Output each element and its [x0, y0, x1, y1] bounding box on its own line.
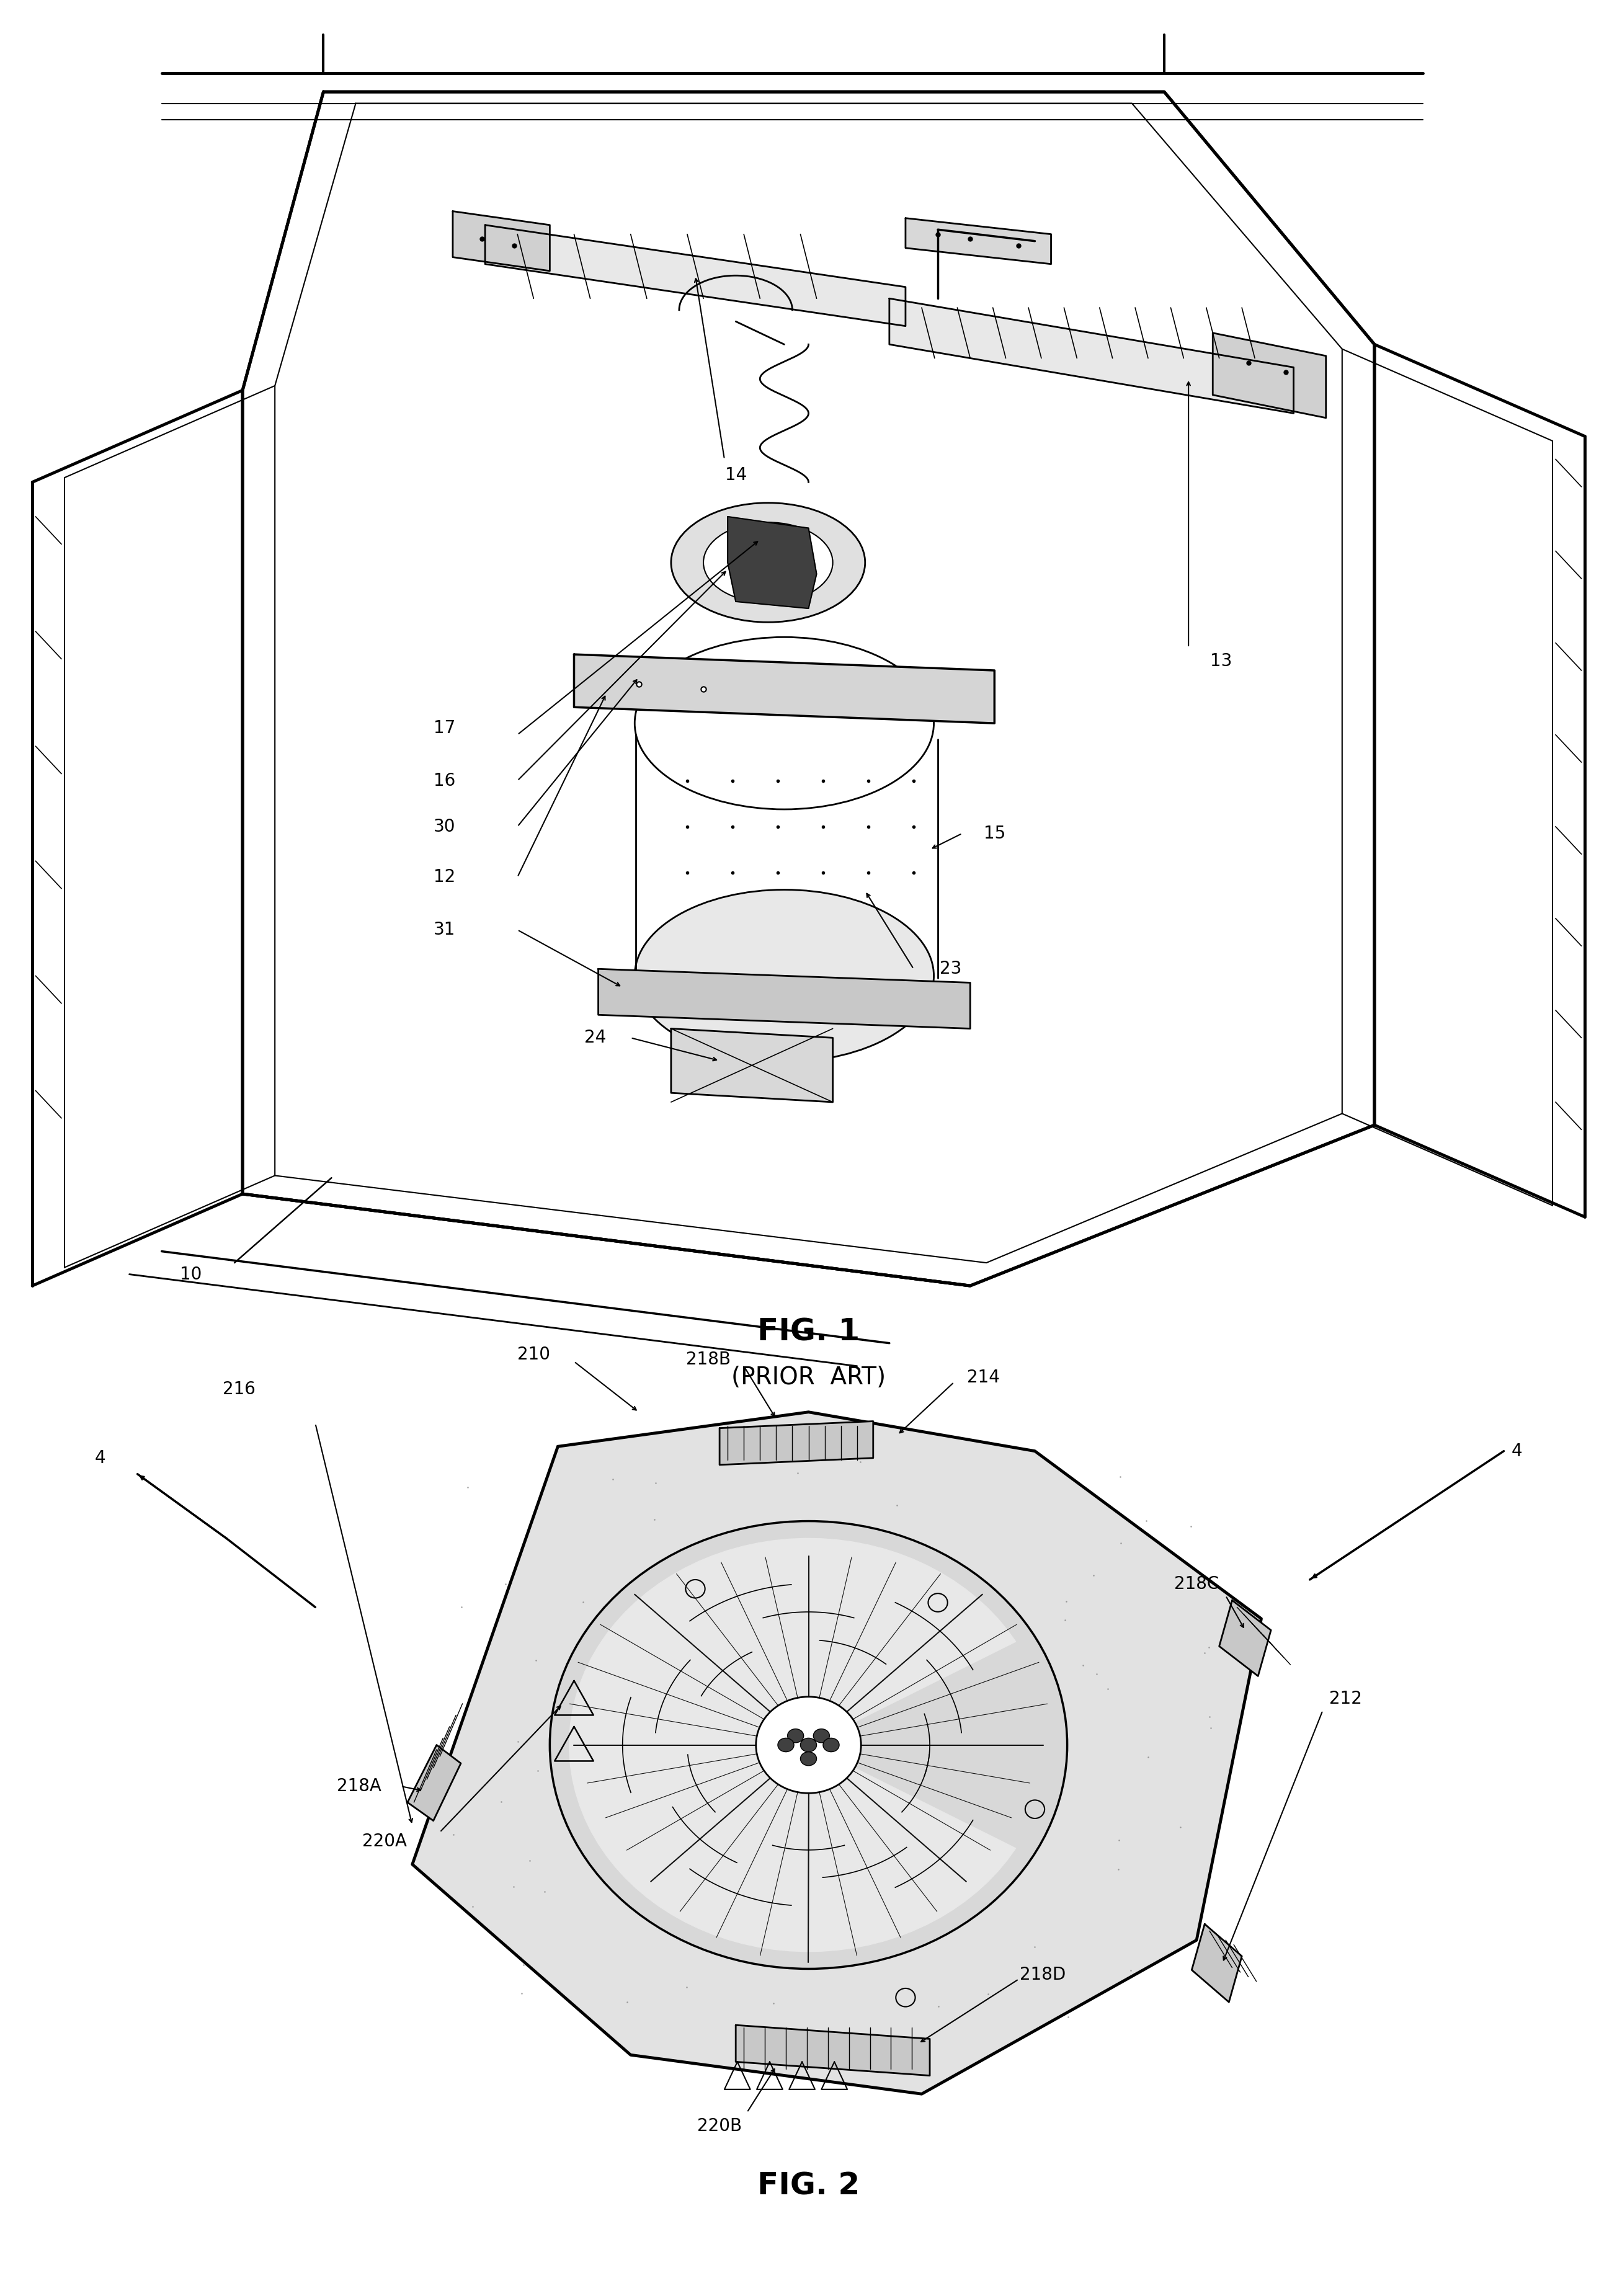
Text: 4: 4 — [1512, 1442, 1522, 1460]
Polygon shape — [906, 218, 1051, 264]
Ellipse shape — [813, 1729, 830, 1743]
Text: 218A: 218A — [336, 1777, 382, 1795]
Ellipse shape — [823, 1738, 839, 1752]
Ellipse shape — [787, 1729, 804, 1743]
Ellipse shape — [671, 503, 865, 622]
Text: 218D: 218D — [1020, 1965, 1066, 1984]
Text: 13: 13 — [1210, 652, 1232, 670]
Text: 216: 216 — [223, 1380, 255, 1398]
Text: 210: 210 — [517, 1345, 550, 1364]
Text: 23: 23 — [939, 960, 962, 978]
Polygon shape — [574, 654, 994, 723]
Text: 220B: 220B — [697, 2117, 742, 2135]
Polygon shape — [412, 1412, 1261, 2094]
Polygon shape — [569, 1538, 1015, 1952]
Text: 10: 10 — [179, 1265, 202, 1283]
Polygon shape — [889, 298, 1294, 413]
Polygon shape — [598, 969, 970, 1029]
Ellipse shape — [550, 1522, 1067, 1970]
Polygon shape — [407, 1745, 461, 1821]
Ellipse shape — [634, 638, 935, 810]
Polygon shape — [1219, 1600, 1271, 1676]
Ellipse shape — [634, 891, 935, 1061]
Polygon shape — [720, 1421, 873, 1465]
Text: 14: 14 — [724, 466, 747, 484]
Text: 17: 17 — [433, 719, 456, 737]
Text: 218C: 218C — [1174, 1575, 1219, 1593]
Text: 214: 214 — [967, 1368, 999, 1387]
Ellipse shape — [800, 1738, 817, 1752]
Text: 4: 4 — [95, 1449, 105, 1467]
Polygon shape — [736, 2025, 930, 2076]
Ellipse shape — [755, 1697, 860, 1793]
Text: 12: 12 — [433, 868, 456, 886]
Text: 30: 30 — [433, 817, 456, 836]
Polygon shape — [453, 211, 550, 271]
Polygon shape — [728, 517, 817, 608]
Ellipse shape — [778, 1738, 794, 1752]
Text: 15: 15 — [983, 824, 1006, 843]
Text: 220A: 220A — [362, 1832, 407, 1851]
Text: (PRIOR  ART): (PRIOR ART) — [731, 1366, 886, 1389]
Polygon shape — [243, 92, 1374, 1286]
Polygon shape — [671, 1029, 833, 1102]
Polygon shape — [485, 225, 906, 326]
Text: 212: 212 — [1329, 1690, 1362, 1708]
Text: 218B: 218B — [686, 1350, 731, 1368]
Text: 31: 31 — [433, 921, 456, 939]
Polygon shape — [1213, 333, 1326, 418]
Ellipse shape — [703, 523, 833, 604]
Polygon shape — [1192, 1924, 1242, 2002]
Text: FIG. 2: FIG. 2 — [757, 2172, 860, 2200]
Text: 16: 16 — [433, 771, 456, 790]
Text: FIG. 1: FIG. 1 — [757, 1318, 860, 1345]
Text: 24: 24 — [584, 1029, 606, 1047]
Ellipse shape — [800, 1752, 817, 1766]
